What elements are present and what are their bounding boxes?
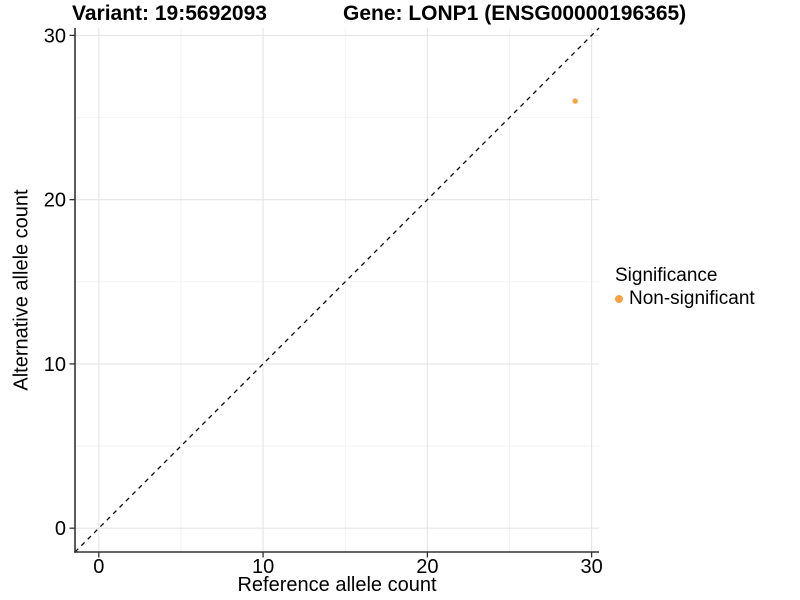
legend-item-label: Non-significant	[629, 288, 755, 309]
y-tick-label: 10	[44, 354, 66, 376]
legend: Significance Non-significant	[615, 265, 755, 310]
y-axis-title: Alternative allele count	[10, 189, 33, 391]
x-tick-label: 20	[416, 556, 438, 578]
plot-title-gene: Gene: LONP1 (ENSG00000196365)	[343, 2, 687, 25]
identity-line	[74, 27, 600, 553]
legend-title: Significance	[615, 265, 718, 286]
x-tick-label: 10	[252, 556, 274, 578]
legend-item: Non-significant	[615, 288, 755, 310]
y-tick-label: 0	[55, 518, 66, 540]
x-tick-label: 30	[580, 556, 602, 578]
y-tick-label: 30	[44, 25, 66, 47]
x-axis-title: Reference allele count	[237, 574, 437, 596]
plot-title-variant: Variant: 19:5692093	[72, 2, 267, 25]
data-point	[572, 98, 578, 104]
x-tick-label: 0	[93, 556, 104, 578]
y-tick-label: 20	[44, 190, 66, 212]
point-icon	[615, 295, 623, 303]
